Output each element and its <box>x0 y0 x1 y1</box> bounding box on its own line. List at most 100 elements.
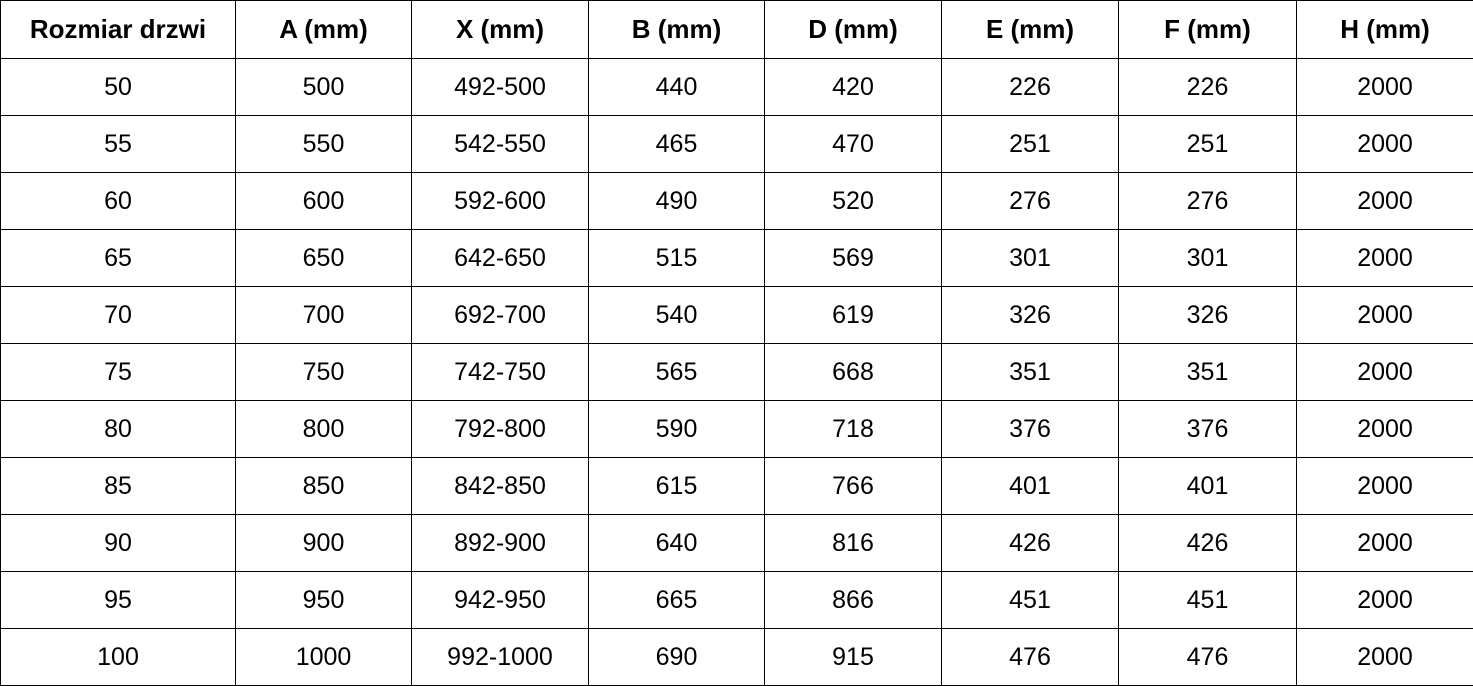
table-cell: 2000 <box>1297 59 1473 116</box>
table-cell: 515 <box>589 230 765 287</box>
table-cell: 650 <box>236 230 412 287</box>
table-cell: 440 <box>589 59 765 116</box>
table-cell: 60 <box>1 173 236 230</box>
table-cell: 766 <box>765 458 942 515</box>
table-cell: 642-650 <box>412 230 589 287</box>
table-cell: 490 <box>589 173 765 230</box>
table-cell: 351 <box>942 344 1119 401</box>
table-cell: 301 <box>1119 230 1297 287</box>
table-cell: 550 <box>236 116 412 173</box>
table-cell: 2000 <box>1297 572 1473 629</box>
table-cell: 465 <box>589 116 765 173</box>
table-cell: 565 <box>589 344 765 401</box>
column-header-7: H (mm) <box>1297 1 1473 59</box>
table-cell: 426 <box>942 515 1119 572</box>
table-cell: 75 <box>1 344 236 401</box>
table-cell: 100 <box>1 629 236 686</box>
table-cell: 426 <box>1119 515 1297 572</box>
table-cell: 2000 <box>1297 173 1473 230</box>
table-cell: 592-600 <box>412 173 589 230</box>
table-cell: 55 <box>1 116 236 173</box>
table-cell: 800 <box>236 401 412 458</box>
table-cell: 476 <box>942 629 1119 686</box>
table-cell: 665 <box>589 572 765 629</box>
table-cell: 690 <box>589 629 765 686</box>
table-cell: 915 <box>765 629 942 686</box>
table-cell: 500 <box>236 59 412 116</box>
table-cell: 226 <box>942 59 1119 116</box>
table-cell: 2000 <box>1297 116 1473 173</box>
table-cell: 750 <box>236 344 412 401</box>
column-header-6: F (mm) <box>1119 1 1297 59</box>
table-cell: 2000 <box>1297 287 1473 344</box>
column-header-5: E (mm) <box>942 1 1119 59</box>
table-cell: 615 <box>589 458 765 515</box>
table-cell: 376 <box>1119 401 1297 458</box>
table-cell: 590 <box>589 401 765 458</box>
column-header-0: Rozmiar drzwi <box>1 1 236 59</box>
table-cell: 376 <box>942 401 1119 458</box>
table-cell: 792-800 <box>412 401 589 458</box>
table-cell: 600 <box>236 173 412 230</box>
table-cell: 2000 <box>1297 401 1473 458</box>
table-cell: 569 <box>765 230 942 287</box>
table-cell: 476 <box>1119 629 1297 686</box>
table-cell: 251 <box>942 116 1119 173</box>
table-cell: 942-950 <box>412 572 589 629</box>
table-cell: 1000 <box>236 629 412 686</box>
table-cell: 842-850 <box>412 458 589 515</box>
column-header-1: A (mm) <box>236 1 412 59</box>
table-cell: 2000 <box>1297 344 1473 401</box>
table-cell: 700 <box>236 287 412 344</box>
table-cell: 492-500 <box>412 59 589 116</box>
table-cell: 520 <box>765 173 942 230</box>
table-cell: 900 <box>236 515 412 572</box>
table-cell: 718 <box>765 401 942 458</box>
table-cell: 540 <box>589 287 765 344</box>
table-cell: 619 <box>765 287 942 344</box>
table-cell: 451 <box>1119 572 1297 629</box>
table-cell: 866 <box>765 572 942 629</box>
column-header-2: X (mm) <box>412 1 589 59</box>
table-cell: 351 <box>1119 344 1297 401</box>
table-cell: 50 <box>1 59 236 116</box>
column-header-3: B (mm) <box>589 1 765 59</box>
table-cell: 251 <box>1119 116 1297 173</box>
table-cell: 95 <box>1 572 236 629</box>
table-cell: 742-750 <box>412 344 589 401</box>
table-cell: 401 <box>942 458 1119 515</box>
table-cell: 542-550 <box>412 116 589 173</box>
table-cell: 950 <box>236 572 412 629</box>
table-cell: 301 <box>942 230 1119 287</box>
table-cell: 326 <box>1119 287 1297 344</box>
table-cell: 70 <box>1 287 236 344</box>
column-header-4: D (mm) <box>765 1 942 59</box>
table-cell: 2000 <box>1297 629 1473 686</box>
table-cell: 816 <box>765 515 942 572</box>
table-cell: 640 <box>589 515 765 572</box>
table-cell: 401 <box>1119 458 1297 515</box>
table-cell: 276 <box>942 173 1119 230</box>
table-cell: 892-900 <box>412 515 589 572</box>
table-cell: 80 <box>1 401 236 458</box>
table-cell: 420 <box>765 59 942 116</box>
table-cell: 451 <box>942 572 1119 629</box>
table-cell: 692-700 <box>412 287 589 344</box>
table-cell: 992-1000 <box>412 629 589 686</box>
table-cell: 326 <box>942 287 1119 344</box>
